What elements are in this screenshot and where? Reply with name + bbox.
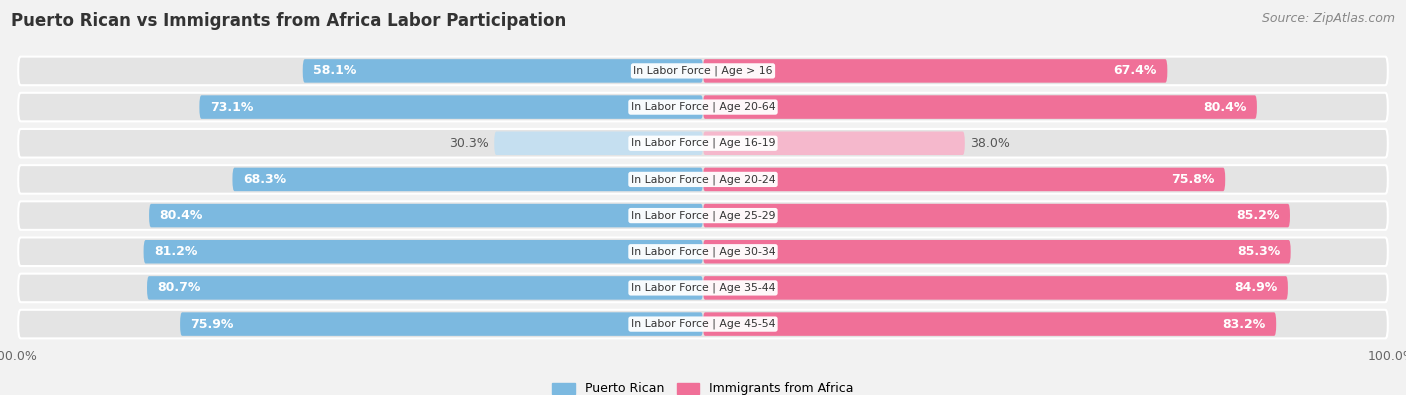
FancyBboxPatch shape bbox=[18, 165, 1388, 194]
Text: Source: ZipAtlas.com: Source: ZipAtlas.com bbox=[1261, 12, 1395, 25]
FancyBboxPatch shape bbox=[703, 167, 1225, 191]
Text: 84.9%: 84.9% bbox=[1234, 281, 1278, 294]
Text: In Labor Force | Age 35-44: In Labor Force | Age 35-44 bbox=[631, 283, 775, 293]
Text: 83.2%: 83.2% bbox=[1223, 318, 1265, 331]
Text: 81.2%: 81.2% bbox=[153, 245, 197, 258]
FancyBboxPatch shape bbox=[703, 132, 965, 155]
Legend: Puerto Rican, Immigrants from Africa: Puerto Rican, Immigrants from Africa bbox=[553, 382, 853, 395]
FancyBboxPatch shape bbox=[149, 204, 703, 228]
Text: 73.1%: 73.1% bbox=[209, 101, 253, 114]
Text: 58.1%: 58.1% bbox=[314, 64, 357, 77]
FancyBboxPatch shape bbox=[18, 310, 1388, 339]
FancyBboxPatch shape bbox=[703, 276, 1288, 300]
FancyBboxPatch shape bbox=[18, 56, 1388, 85]
Text: 30.3%: 30.3% bbox=[449, 137, 489, 150]
FancyBboxPatch shape bbox=[703, 312, 1277, 336]
Text: In Labor Force | Age 20-24: In Labor Force | Age 20-24 bbox=[631, 174, 775, 185]
Text: 67.4%: 67.4% bbox=[1114, 64, 1157, 77]
Text: 38.0%: 38.0% bbox=[970, 137, 1010, 150]
FancyBboxPatch shape bbox=[18, 201, 1388, 230]
Text: In Labor Force | Age 20-64: In Labor Force | Age 20-64 bbox=[631, 102, 775, 112]
FancyBboxPatch shape bbox=[495, 132, 703, 155]
Text: 85.3%: 85.3% bbox=[1237, 245, 1281, 258]
FancyBboxPatch shape bbox=[18, 274, 1388, 302]
Text: 80.4%: 80.4% bbox=[159, 209, 202, 222]
Text: In Labor Force | Age 16-19: In Labor Force | Age 16-19 bbox=[631, 138, 775, 149]
FancyBboxPatch shape bbox=[302, 59, 703, 83]
Text: In Labor Force | Age 45-54: In Labor Force | Age 45-54 bbox=[631, 319, 775, 329]
FancyBboxPatch shape bbox=[180, 312, 703, 336]
Text: In Labor Force | Age > 16: In Labor Force | Age > 16 bbox=[633, 66, 773, 76]
FancyBboxPatch shape bbox=[703, 59, 1167, 83]
FancyBboxPatch shape bbox=[703, 240, 1291, 263]
FancyBboxPatch shape bbox=[18, 93, 1388, 121]
Text: 80.7%: 80.7% bbox=[157, 281, 201, 294]
FancyBboxPatch shape bbox=[143, 240, 703, 263]
Text: 75.9%: 75.9% bbox=[190, 318, 233, 331]
FancyBboxPatch shape bbox=[232, 167, 703, 191]
FancyBboxPatch shape bbox=[18, 129, 1388, 158]
Text: 75.8%: 75.8% bbox=[1171, 173, 1215, 186]
Text: 80.4%: 80.4% bbox=[1204, 101, 1247, 114]
Text: In Labor Force | Age 25-29: In Labor Force | Age 25-29 bbox=[631, 210, 775, 221]
FancyBboxPatch shape bbox=[148, 276, 703, 300]
Text: 68.3%: 68.3% bbox=[243, 173, 285, 186]
Text: Puerto Rican vs Immigrants from Africa Labor Participation: Puerto Rican vs Immigrants from Africa L… bbox=[11, 12, 567, 30]
FancyBboxPatch shape bbox=[18, 237, 1388, 266]
Text: 85.2%: 85.2% bbox=[1236, 209, 1279, 222]
FancyBboxPatch shape bbox=[200, 95, 703, 119]
FancyBboxPatch shape bbox=[703, 204, 1289, 228]
Text: In Labor Force | Age 30-34: In Labor Force | Age 30-34 bbox=[631, 246, 775, 257]
FancyBboxPatch shape bbox=[703, 95, 1257, 119]
